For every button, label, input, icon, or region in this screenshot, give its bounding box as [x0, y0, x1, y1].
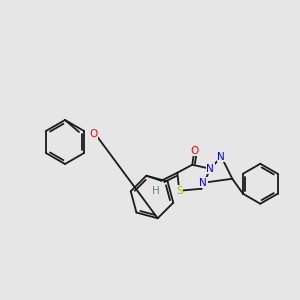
Text: N: N — [218, 152, 225, 162]
Text: O: O — [190, 146, 198, 156]
Text: N: N — [200, 178, 207, 188]
Text: S: S — [176, 186, 183, 196]
Text: N: N — [206, 164, 214, 174]
Text: O: O — [89, 129, 97, 139]
Text: H: H — [152, 186, 160, 196]
